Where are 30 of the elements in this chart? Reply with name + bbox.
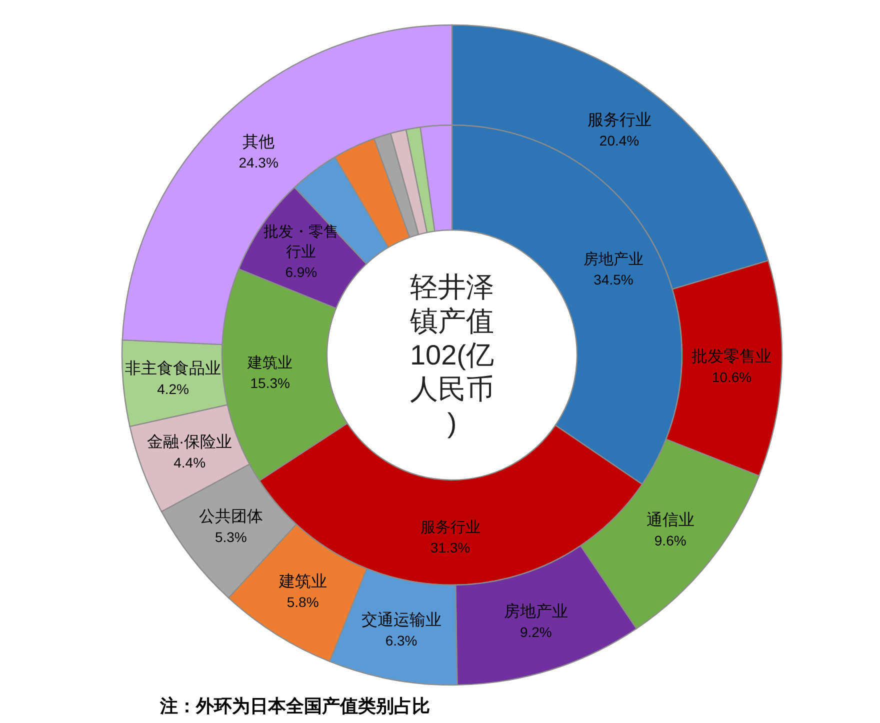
data-label: 9.6% — [654, 532, 686, 548]
data-label: 24.3% — [238, 154, 278, 171]
data-label: 20.4% — [599, 132, 640, 148]
data-label: 9.2% — [520, 624, 552, 640]
data-label: 6.9% — [285, 264, 318, 280]
slice-label: 金融·保险业 — [146, 433, 232, 452]
data-label: 10.6% — [712, 368, 752, 385]
slice-label: 通信业 — [646, 510, 694, 529]
data-label: 5.8% — [286, 594, 319, 610]
text: 注：外环为日本全国产值类别占比 — [159, 696, 430, 716]
slice-label: 服务行业 — [420, 519, 480, 536]
slice-label: 建筑业 — [246, 354, 293, 372]
data-label: 4.2% — [157, 381, 190, 398]
text: 轻井泽镇产值102(亿人民币) — [409, 272, 494, 438]
slice-label: 批发零售业 — [692, 347, 772, 366]
data-label: 6.3% — [385, 632, 418, 648]
data-label: 31.3% — [430, 540, 470, 556]
slice-label: 公共团体 — [198, 507, 263, 526]
data-label: 5.3% — [214, 528, 247, 545]
data-label: 15.3% — [250, 374, 290, 391]
slice-label: 建筑业 — [278, 572, 327, 590]
slice-label: 批发・零售行业 — [264, 223, 339, 260]
data-label: 4.4% — [174, 454, 206, 471]
slice-label: 非主食食品业 — [125, 360, 222, 378]
slice-label: 房地产业 — [504, 602, 568, 621]
slice-label: 房地产业 — [584, 250, 644, 268]
data-label: 34.5% — [594, 271, 634, 288]
slice-label: 其他 — [242, 133, 275, 152]
slice-label: 服务行业 — [587, 110, 652, 129]
slice-label: 交通运输业 — [361, 610, 442, 629]
